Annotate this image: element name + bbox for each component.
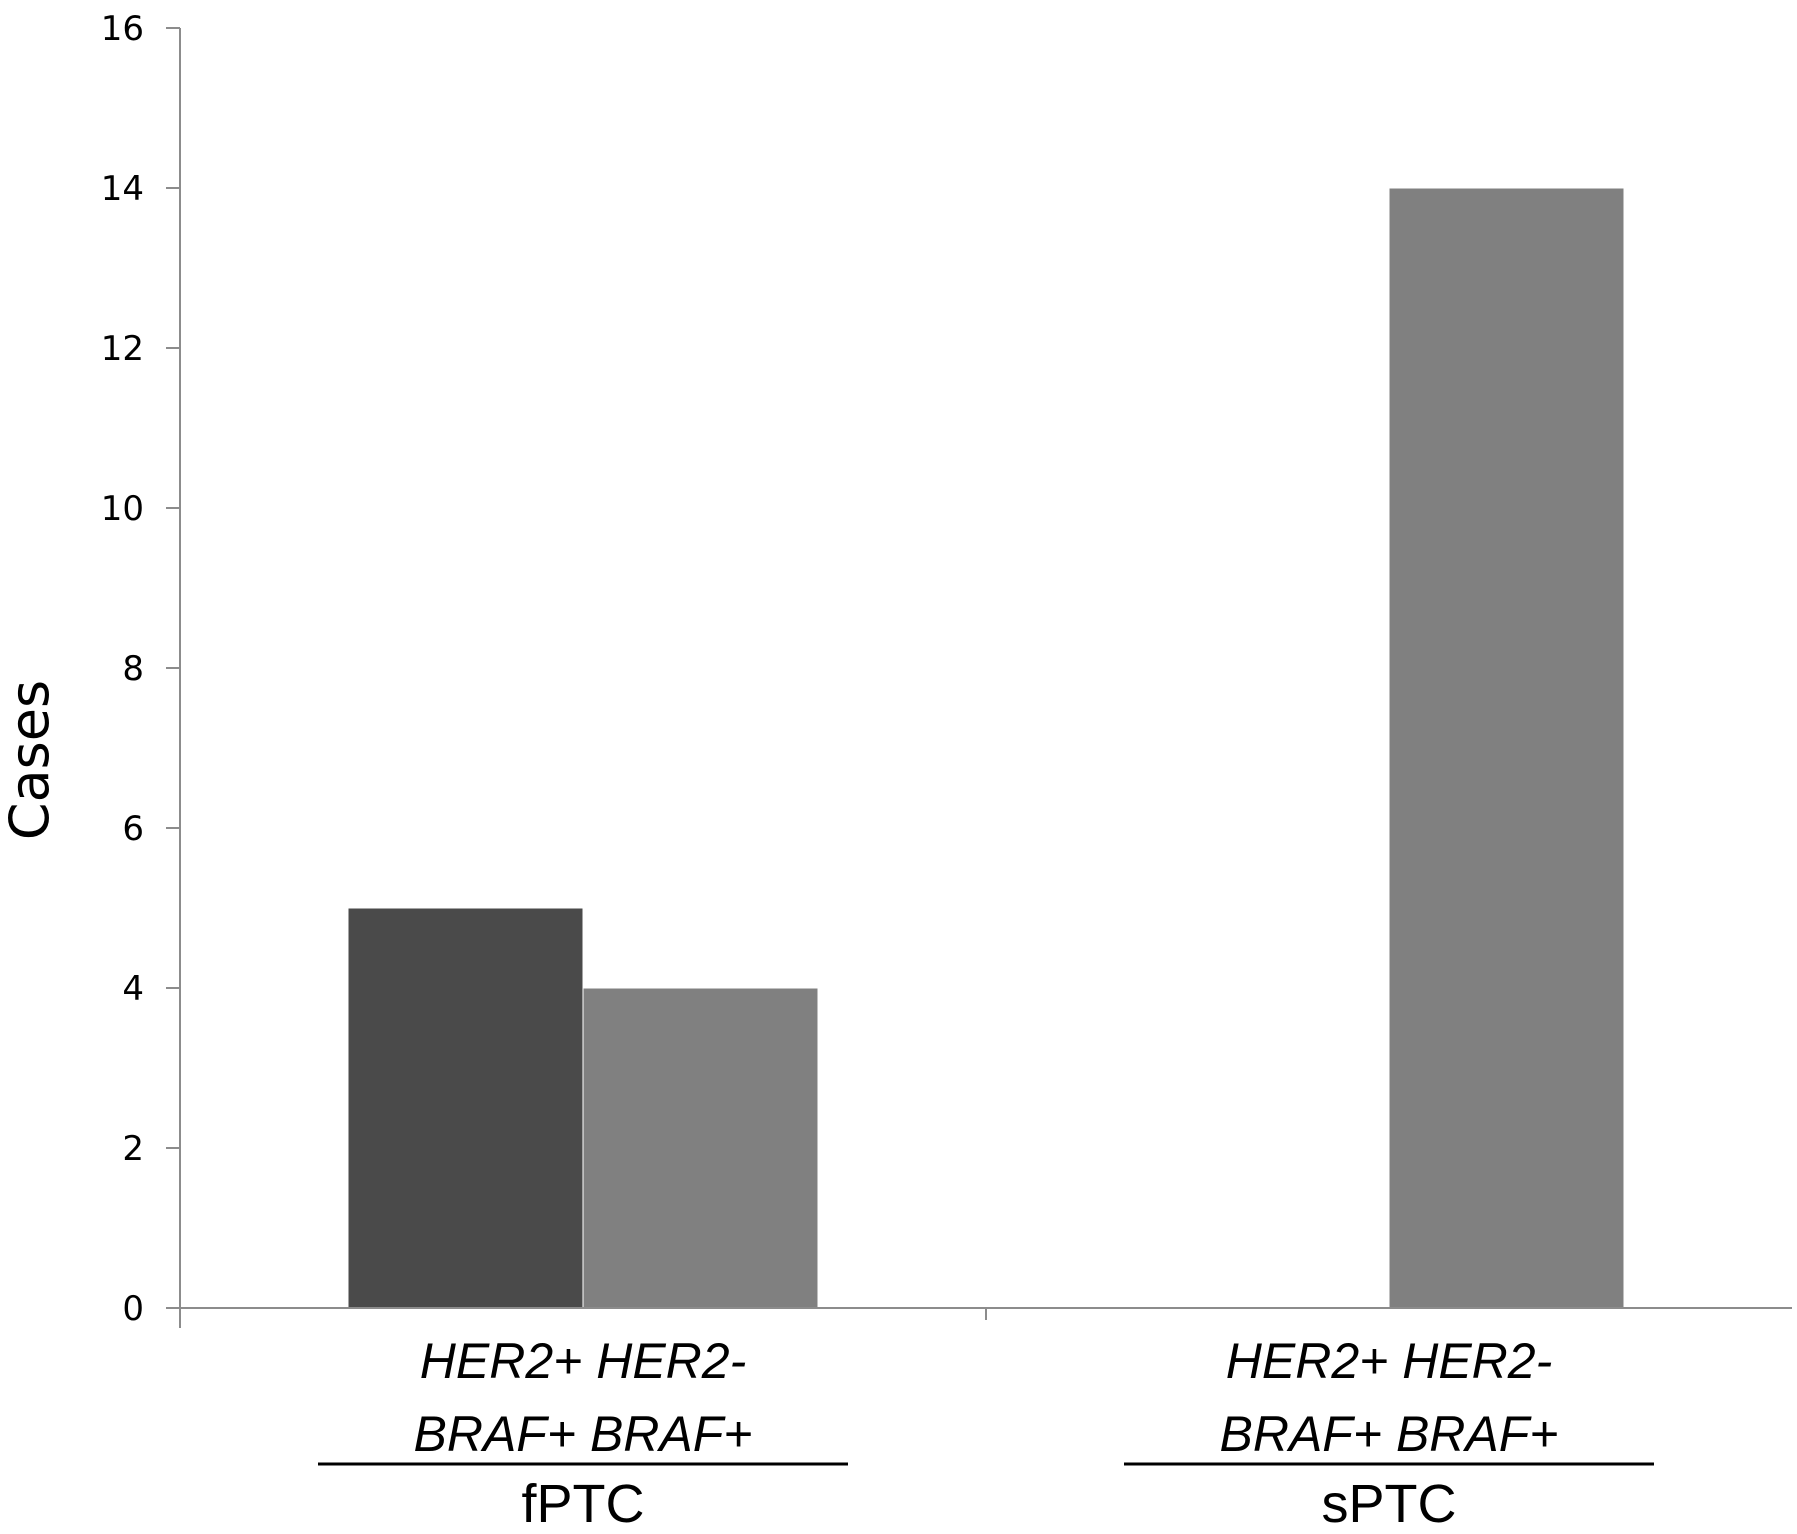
group-label-sPTC: sPTC bbox=[1322, 1474, 1457, 1534]
category-label-line: HER2+ HER2- bbox=[420, 1333, 747, 1389]
category-label-line: BRAF+ BRAF+ bbox=[414, 1406, 753, 1462]
group-label-fPTC: fPTC bbox=[521, 1474, 644, 1534]
y-tick-label: 8 bbox=[122, 649, 144, 689]
category-label-line: HER2+ HER2- bbox=[1226, 1333, 1553, 1389]
bar-sPTC-2 bbox=[1388, 187, 1625, 1309]
y-tick-label: 10 bbox=[101, 489, 144, 529]
x-axis bbox=[180, 1307, 1792, 1320]
y-axis: 0 2 4 6 8 10 12 14 16 bbox=[101, 9, 181, 1329]
group-labels: HER2+ HER2- BRAF+ BRAF+ fPTC HER2+ HER2- BRA… bbox=[318, 1333, 1654, 1534]
y-tick-label: 4 bbox=[122, 969, 144, 1009]
category-label-line: BRAF+ BRAF+ bbox=[1220, 1406, 1559, 1462]
y-tick-label: 2 bbox=[122, 1129, 144, 1169]
bar-fPTC-1 bbox=[347, 907, 584, 1309]
bars bbox=[347, 187, 1625, 1309]
y-tick-label: 14 bbox=[101, 169, 144, 209]
bar-fPTC-2 bbox=[582, 987, 819, 1309]
y-tick-label: 16 bbox=[101, 9, 144, 49]
y-tick-label: 12 bbox=[101, 329, 144, 369]
y-tick-label: 0 bbox=[122, 1289, 144, 1329]
y-tick-label: 6 bbox=[122, 809, 144, 849]
y-axis-label: Cases bbox=[0, 680, 61, 840]
